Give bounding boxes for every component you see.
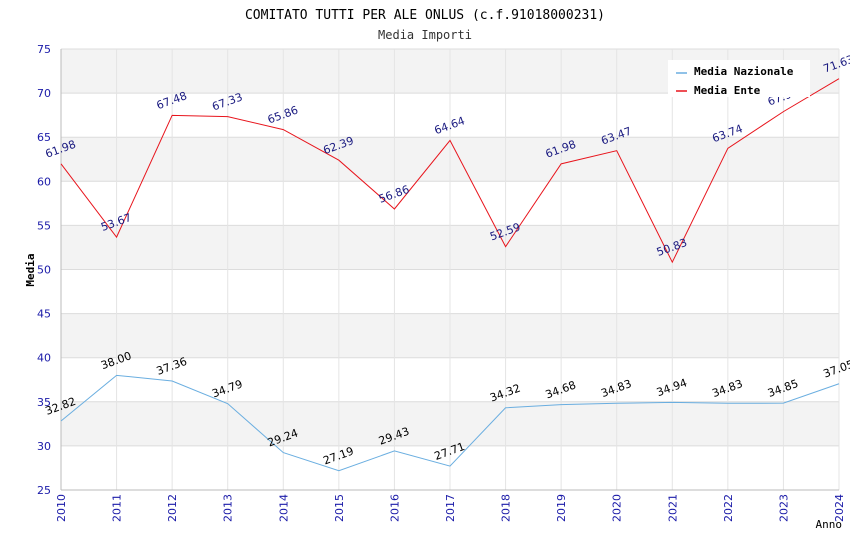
- x-tick-label: 2024: [833, 494, 846, 522]
- y-tick-label: 70: [37, 87, 51, 100]
- y-tick-label: 60: [37, 175, 51, 188]
- y-tick-labels: 25 30 35 40 45 50 55 60 65 70 75: [37, 43, 51, 497]
- legend-box: [668, 60, 810, 97]
- x-tick-label: 2010: [55, 494, 68, 522]
- x-tick-label: 2013: [222, 494, 235, 522]
- x-tick-label: 2016: [388, 494, 401, 522]
- y-tick-label: 45: [37, 308, 51, 321]
- legend-label-media-ente: Media Ente: [694, 84, 761, 97]
- y-tick-label: 65: [37, 131, 51, 144]
- y-tick-label: 30: [37, 440, 51, 453]
- x-axis-label: Anno: [816, 518, 843, 531]
- x-tick-label: 2023: [777, 494, 790, 522]
- series-line-media-ente: [60, 78, 840, 264]
- y-axis-label: Media: [24, 253, 37, 286]
- series-lines: [60, 78, 840, 472]
- y-tick-label: 25: [37, 484, 51, 497]
- series-line-media-nazionale: [60, 374, 840, 472]
- x-tick-label: 2015: [333, 494, 346, 522]
- x-tick-label: 2014: [277, 494, 290, 522]
- x-tick-label: 2019: [555, 494, 568, 522]
- y-tick-label: 55: [37, 219, 51, 232]
- x-tick-label: 2020: [611, 494, 624, 522]
- x-tick-label: 2017: [444, 494, 457, 522]
- x-tick-label: 2022: [722, 494, 735, 522]
- legend: Media Nazionale Media Ente: [668, 60, 810, 97]
- x-tick-labels: 2010 2011 2012 2013 2014 2015 2016 2017 2018 2019…: [55, 494, 846, 522]
- chart-subtitle: Media Importi: [378, 28, 472, 42]
- chart-title: COMITATO TUTTI PER ALE ONLUS (c.f.910180…: [245, 8, 605, 23]
- x-tick-label: 2018: [500, 494, 513, 522]
- y-tick-label: 50: [37, 264, 51, 277]
- y-tick-label: 35: [37, 396, 51, 409]
- legend-label-media-nazionale: Media Nazionale: [694, 65, 794, 78]
- y-tick-label: 75: [37, 43, 51, 56]
- axes: [60, 49, 839, 491]
- y-tick-label: 40: [37, 352, 51, 365]
- x-tick-label: 2012: [166, 494, 179, 522]
- x-tick-label: 2011: [111, 494, 124, 522]
- x-tick-label: 2021: [666, 494, 679, 522]
